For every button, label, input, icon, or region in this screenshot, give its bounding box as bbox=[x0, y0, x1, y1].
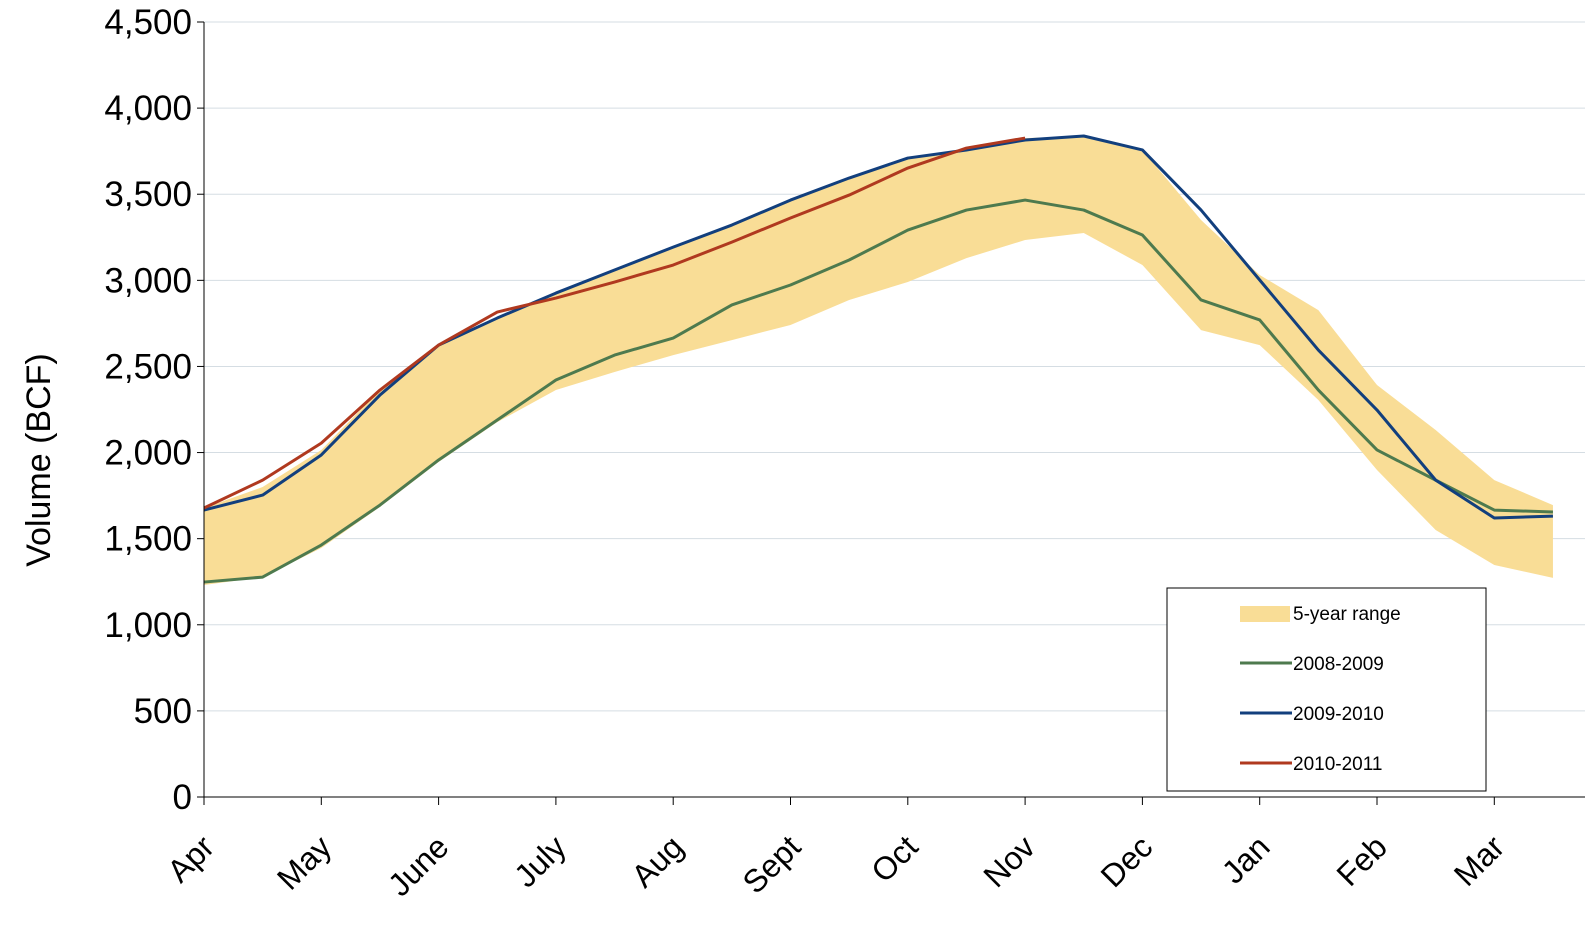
legend-label: 2010-2011 bbox=[1293, 754, 1382, 775]
y-tick-label: 3,500 bbox=[104, 175, 192, 214]
x-tick-label: Oct bbox=[864, 828, 925, 889]
x-tick-label: June bbox=[381, 828, 456, 903]
range-area bbox=[204, 136, 1553, 585]
x-tick-label: Sept bbox=[735, 828, 807, 900]
y-tick-label: 2,000 bbox=[104, 434, 192, 473]
legend-label: 2008-2009 bbox=[1293, 654, 1384, 675]
x-tick-label: Jan bbox=[1215, 828, 1277, 890]
legend-swatch bbox=[1240, 606, 1290, 622]
y-tick-label: 4,000 bbox=[104, 89, 192, 128]
y-tick-label: 2,500 bbox=[104, 347, 192, 386]
x-tick-label: Nov bbox=[976, 828, 1042, 894]
series-line bbox=[203, 198, 1553, 584]
x-tick-label: Dec bbox=[1094, 828, 1160, 894]
x-tick-label: Aug bbox=[624, 828, 690, 894]
y-tick-label: 1,500 bbox=[104, 520, 192, 559]
y-tick-label: 500 bbox=[134, 692, 192, 731]
series-line bbox=[203, 136, 1026, 510]
y-tick-label: 1,000 bbox=[104, 606, 192, 645]
y-tick-label: 3,000 bbox=[104, 261, 192, 300]
y-tick-label: 4,500 bbox=[104, 3, 192, 42]
x-tick-label: Mar bbox=[1447, 828, 1512, 893]
legend-label: 5-year range bbox=[1293, 604, 1401, 625]
x-tick-label: July bbox=[507, 828, 573, 894]
legend-box bbox=[1166, 587, 1487, 792]
legend-label: 2009-2010 bbox=[1293, 704, 1384, 725]
x-tick-label: May bbox=[270, 828, 338, 896]
x-tick-label: Apr bbox=[160, 828, 221, 889]
y-axis-label: Volume (BCF) bbox=[20, 353, 58, 567]
y-tick-label: 0 bbox=[173, 778, 192, 817]
x-tick-label: Feb bbox=[1330, 828, 1394, 892]
